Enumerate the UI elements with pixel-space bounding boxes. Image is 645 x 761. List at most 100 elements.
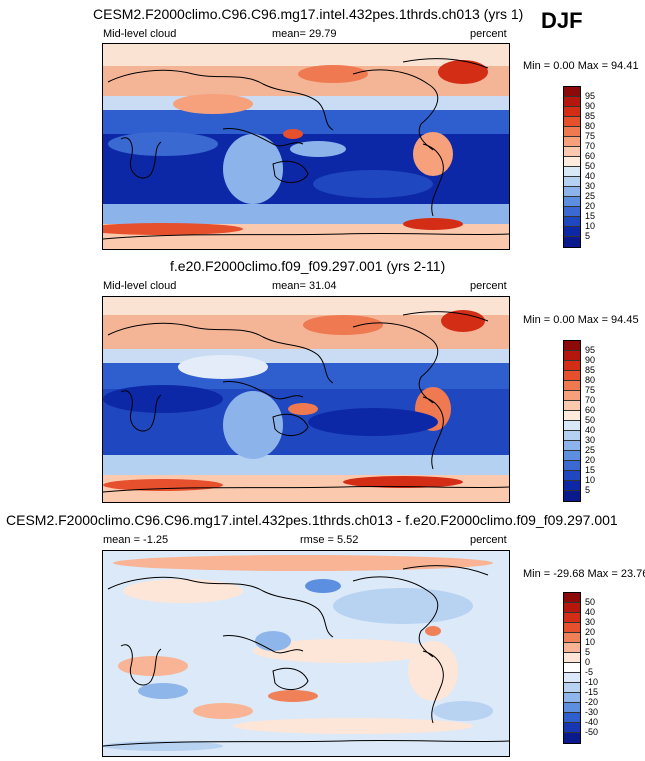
colorbar-swatch xyxy=(564,177,580,187)
colorbar-tick-label: -5 xyxy=(585,667,594,677)
colorbar-tick-label: 15 xyxy=(585,465,596,475)
colorbar-tick-label: 70 xyxy=(585,141,596,151)
colorbar-tick-label: 50 xyxy=(585,415,596,425)
colorbar-swatch xyxy=(564,137,580,147)
colorbar-tick-label: 50 xyxy=(585,161,596,171)
colorbar-swatch xyxy=(564,481,580,491)
colorbar-tick-label: 40 xyxy=(585,607,596,617)
season-label: DJF xyxy=(541,8,583,33)
colorbar-swatch xyxy=(564,107,580,117)
colorbar-swatch xyxy=(564,713,580,723)
panel-1-variable-label: Mid-level cloud xyxy=(103,28,177,40)
colorbar-tick-label: 60 xyxy=(585,151,596,161)
panel-3-units-label: percent xyxy=(470,534,507,546)
colorbar-swatch xyxy=(564,643,580,653)
colorbar-tick-label: 15 xyxy=(585,211,596,221)
colorbar-swatch xyxy=(564,663,580,673)
colorbar-swatch xyxy=(564,237,580,247)
colorbar-swatch xyxy=(564,217,580,227)
colorbar-tick-label: 5 xyxy=(585,231,591,241)
panel-3-colorbar xyxy=(563,592,581,744)
colorbar-swatch xyxy=(564,197,580,207)
panel-3-rmse-label: rmse = 5.52 xyxy=(300,534,359,546)
colorbar-swatch xyxy=(564,381,580,391)
colorbar-tick-label: -10 xyxy=(585,677,599,687)
colorbar-swatch xyxy=(564,703,580,713)
colorbar-swatch xyxy=(564,401,580,411)
colorbar-tick-label: -15 xyxy=(585,687,599,697)
colorbar-swatch xyxy=(564,391,580,401)
panel-3-map xyxy=(102,550,510,757)
colorbar-swatch xyxy=(564,351,580,361)
colorbar-tick-label: 75 xyxy=(585,131,596,141)
panel-2-variable-label: Mid-level cloud xyxy=(103,280,177,292)
colorbar-tick-label: -50 xyxy=(585,727,599,737)
colorbar-swatch xyxy=(564,673,580,683)
colorbar-swatch xyxy=(564,683,580,693)
colorbar-tick-label: 20 xyxy=(585,627,596,637)
colorbar-swatch xyxy=(564,371,580,381)
colorbar-swatch xyxy=(564,471,580,481)
panel-2-title: f.e20.F2000climo.f09_f09.297.001 (yrs 2-… xyxy=(170,258,446,274)
colorbar-tick-label: 95 xyxy=(585,91,596,101)
colorbar-swatch xyxy=(564,441,580,451)
colorbar-swatch xyxy=(564,411,580,421)
colorbar-swatch xyxy=(564,87,580,97)
panel-3-minmax: Min = -29.68 Max = 23.76 xyxy=(523,568,645,580)
colorbar-tick-label: 20 xyxy=(585,455,596,465)
colorbar-swatch xyxy=(564,97,580,107)
colorbar-tick-label: 30 xyxy=(585,181,596,191)
colorbar-swatch xyxy=(564,361,580,371)
colorbar-swatch xyxy=(564,603,580,613)
colorbar-tick-label: 25 xyxy=(585,191,596,201)
panel-3-title: CESM2.F2000climo.C96.C96.mg17.intel.432p… xyxy=(6,512,618,528)
colorbar-tick-label: 40 xyxy=(585,171,596,181)
panel-2-units-label: percent xyxy=(470,280,507,292)
colorbar-swatch xyxy=(564,157,580,167)
colorbar-tick-label: -40 xyxy=(585,717,599,727)
colorbar-swatch xyxy=(564,431,580,441)
panel-2-mean-label: mean= 31.04 xyxy=(272,280,337,292)
colorbar-tick-label: -30 xyxy=(585,707,599,717)
colorbar-tick-label: 10 xyxy=(585,221,596,231)
colorbar-tick-label: 30 xyxy=(585,435,596,445)
panel-3-mean-label: mean = -1.25 xyxy=(103,534,169,546)
colorbar-swatch xyxy=(564,723,580,733)
colorbar-swatch xyxy=(564,127,580,137)
colorbar-tick-label: 5 xyxy=(585,485,591,495)
colorbar-tick-label: 75 xyxy=(585,385,596,395)
colorbar-swatch xyxy=(564,421,580,431)
colorbar-tick-label: 85 xyxy=(585,365,596,375)
colorbar-tick-label: 60 xyxy=(585,405,596,415)
colorbar-tick-label: 90 xyxy=(585,355,596,365)
colorbar-swatch xyxy=(564,167,580,177)
colorbar-tick-label: 10 xyxy=(585,637,596,647)
colorbar-swatch xyxy=(564,693,580,703)
colorbar-tick-label: 95 xyxy=(585,345,596,355)
panel-2-minmax: Min = 0.00 Max = 94.45 xyxy=(523,314,639,326)
colorbar-swatch xyxy=(564,227,580,237)
colorbar-tick-label: 25 xyxy=(585,445,596,455)
panel-1-units-label: percent xyxy=(470,28,507,40)
colorbar-tick-label: 10 xyxy=(585,475,596,485)
colorbar-tick-label: 80 xyxy=(585,375,596,385)
panel-2-colorbar xyxy=(563,340,581,502)
colorbar-swatch xyxy=(564,491,580,501)
panel-2-map xyxy=(102,296,510,503)
colorbar-swatch xyxy=(564,593,580,603)
colorbar-swatch xyxy=(564,187,580,197)
colorbar-tick-label: -20 xyxy=(585,697,599,707)
colorbar-swatch xyxy=(564,341,580,351)
colorbar-tick-label: 80 xyxy=(585,121,596,131)
colorbar-tick-label: 20 xyxy=(585,201,596,211)
colorbar-tick-label: 5 xyxy=(585,647,591,657)
colorbar-swatch xyxy=(564,451,580,461)
colorbar-tick-label: 30 xyxy=(585,617,596,627)
panel-1-mean-label: mean= 29.79 xyxy=(272,28,337,40)
colorbar-swatch xyxy=(564,613,580,623)
colorbar-swatch xyxy=(564,461,580,471)
colorbar-swatch xyxy=(564,733,580,743)
colorbar-tick-label: 40 xyxy=(585,425,596,435)
colorbar-swatch xyxy=(564,633,580,643)
colorbar-swatch xyxy=(564,623,580,633)
